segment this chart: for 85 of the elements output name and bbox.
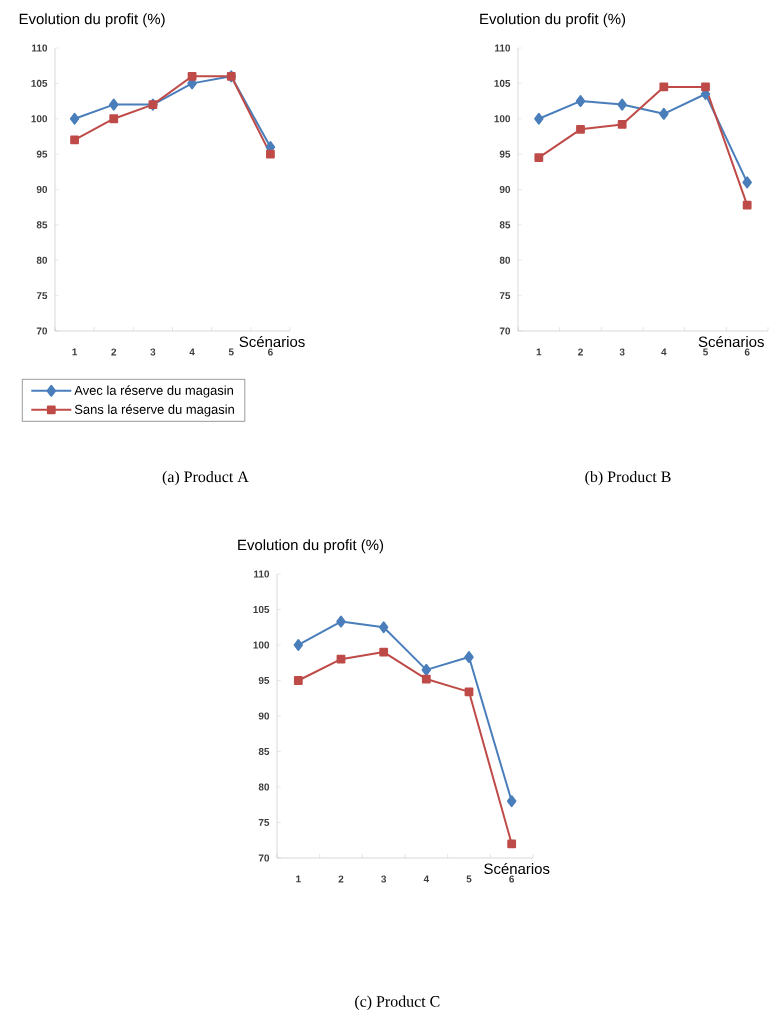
- x-tick-label: 5: [703, 348, 708, 356]
- point: [576, 124, 585, 134]
- point: [464, 687, 474, 697]
- x-tick-label: 3: [619, 348, 625, 356]
- point: [421, 674, 431, 684]
- text: (b) Product B: [585, 470, 671, 486]
- point: [378, 621, 389, 634]
- y-tick-label: 105: [494, 79, 511, 87]
- point: [534, 153, 544, 163]
- point: [70, 135, 79, 145]
- y-tick-label: 80: [258, 783, 270, 791]
- y-tick-label: 95: [36, 150, 48, 158]
- y-tick-label: 70: [36, 327, 48, 335]
- point: [742, 200, 752, 210]
- text: (a) Product A: [162, 470, 249, 486]
- point: [187, 71, 197, 81]
- chart-title: Evolution du profit (%): [238, 539, 384, 554]
- point: [464, 651, 474, 664]
- y-tick-label: 95: [258, 676, 270, 685]
- y-tick-label: 105: [31, 79, 48, 87]
- y-tick-label: 70: [499, 327, 511, 335]
- point: [701, 82, 710, 92]
- chart-title: Evolution du profit (%): [19, 13, 165, 28]
- x-axis-title: Scénarios: [698, 335, 764, 348]
- x-tick-label: 5: [228, 348, 234, 356]
- point: [379, 647, 389, 657]
- y-tick-label: 90: [36, 185, 48, 194]
- x-tick-label: 2: [111, 348, 117, 356]
- y-tick-label: 110: [495, 44, 511, 52]
- y-tick-label: 85: [258, 747, 270, 756]
- x-tick-label: 5: [466, 875, 472, 883]
- legend-label: Sans la réserve du magasin: [74, 404, 234, 417]
- y-tick-label: 85: [36, 221, 48, 229]
- text: (c) Product C: [355, 995, 440, 1011]
- point: [421, 663, 432, 676]
- point: [336, 654, 346, 664]
- x-tick-label: 2: [338, 875, 344, 883]
- x-tick-label: 1: [72, 348, 78, 356]
- y-tick-label: 75: [36, 292, 48, 300]
- x-axis-title: Scénarios: [239, 335, 305, 348]
- y-tick-label: 75: [499, 292, 511, 300]
- x-tick-label: 2: [578, 348, 583, 356]
- y-tick-label: 80: [36, 256, 48, 264]
- point: [506, 795, 517, 808]
- y-tick-label: 95: [499, 150, 511, 158]
- point: [617, 120, 627, 129]
- point: [507, 839, 517, 849]
- point: [293, 638, 304, 651]
- y-tick-label: 110: [32, 44, 48, 52]
- point: [266, 149, 275, 159]
- point: [617, 98, 627, 111]
- point: [293, 676, 303, 685]
- y-tick-label: 105: [253, 605, 270, 614]
- x-tick-label: 4: [661, 348, 667, 356]
- point: [659, 82, 669, 92]
- x-tick-label: 1: [536, 348, 542, 356]
- y-tick-label: 90: [499, 185, 511, 194]
- x-tick-label: 6: [744, 348, 750, 356]
- y-tick-label: 100: [494, 115, 511, 123]
- point: [109, 98, 119, 111]
- point: [109, 114, 119, 124]
- x-axis-title: Scénarios: [484, 862, 550, 875]
- y-tick-label: 85: [499, 221, 511, 229]
- x-tick-label: 6: [268, 348, 273, 356]
- y-tick-label: 90: [258, 712, 270, 720]
- y-tick-label: 100: [253, 641, 270, 649]
- y-tick-label: 80: [499, 256, 511, 264]
- legend-label: Avec la réserve du magasin: [74, 385, 233, 398]
- x-tick-label: 3: [150, 348, 156, 356]
- point: [534, 112, 544, 125]
- x-tick-label: 6: [509, 875, 515, 883]
- y-tick-label: 110: [254, 570, 270, 578]
- chart-title: Evolution du profit (%): [480, 13, 626, 28]
- point: [742, 176, 752, 189]
- x-tick-label: 1: [296, 875, 301, 883]
- point: [575, 95, 586, 108]
- x-tick-label: 3: [381, 875, 387, 883]
- point: [659, 107, 669, 120]
- point: [69, 112, 80, 125]
- x-tick-label: 4: [423, 875, 430, 883]
- x-tick-label: 4: [189, 348, 195, 356]
- y-tick-label: 75: [258, 819, 270, 826]
- point: [336, 615, 346, 628]
- y-tick-label: 100: [31, 115, 48, 123]
- y-tick-label: 70: [258, 854, 270, 862]
